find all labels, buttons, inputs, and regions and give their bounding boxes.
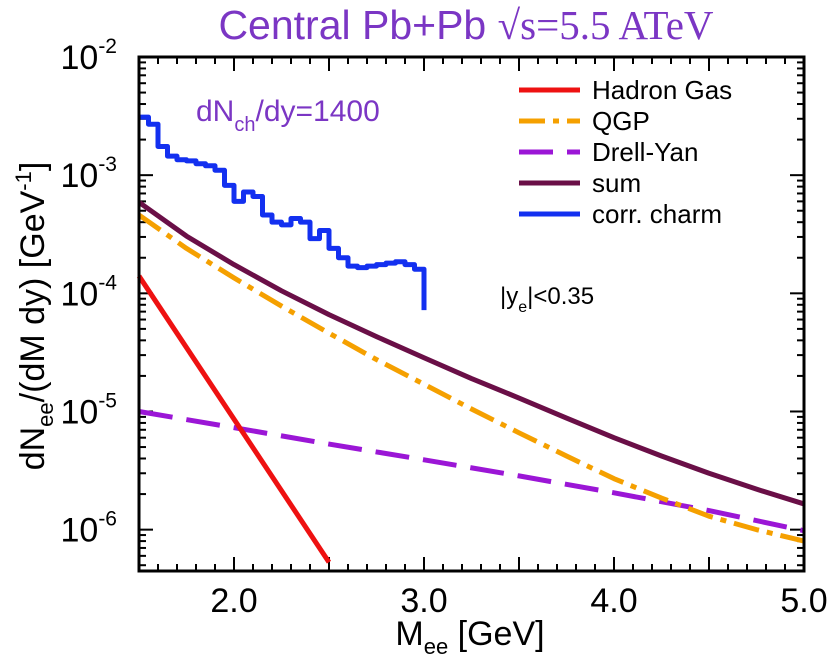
x-axis-label: Mee [GeV] [395,615,544,659]
plot-frame [137,55,806,573]
x-tick-label: 2.0 [210,582,257,620]
multiplicity-annotation: dNch/dy=1400 [196,95,380,136]
series-line-drell-yan [138,409,805,534]
legend-label: Hadron Gas [592,75,732,105]
chart-title: Central Pb+Pb √s=5.5 ATeV [218,2,713,48]
legend-label: corr. charm [592,199,722,229]
rapidity-cut-label: |ye|<0.35 [500,283,594,316]
y-tick-label: 10-4 [60,271,117,313]
x-tick-label: 5.0 [780,582,827,620]
x-tick-label: 3.0 [400,582,447,620]
legend-label: Drell-Yan [592,137,698,167]
y-axis-label: dNee/(dM dy) [GeV-1] [11,162,58,471]
y-tick-label: 10-6 [60,508,117,550]
series-line-qgp [137,212,805,544]
series-line-sum [137,200,805,507]
y-tick-label: 10-3 [60,153,117,195]
y-tick-label: 10-2 [60,35,117,77]
series-line-hadron-gas [136,274,332,564]
legend-label: sum [592,168,641,198]
series-line-corr-charm [139,114,427,311]
y-tick-label: 10-5 [60,389,117,431]
x-tick-label: 4.0 [590,582,637,620]
legend-label: QGP [592,106,650,136]
